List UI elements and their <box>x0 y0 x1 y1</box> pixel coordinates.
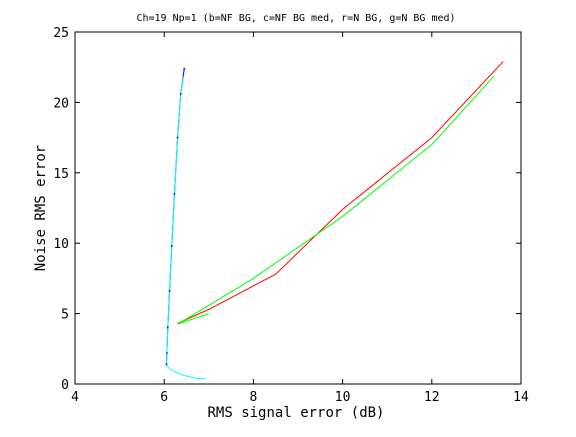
x-tick-label: 8 <box>249 390 257 405</box>
series-1-point <box>170 245 173 247</box>
series-line-2 <box>165 76 207 380</box>
series-line-1 <box>165 68 185 365</box>
series-1-point <box>165 352 168 354</box>
plot-border <box>74 31 522 385</box>
chart-title: Ch=19 Np=1 (b=NF BG, c=NF BG med, r=N BG… <box>136 13 455 24</box>
y-axis-label: Noise RMS error <box>33 145 49 271</box>
series-1-point <box>166 326 169 329</box>
series-1-point <box>173 193 176 195</box>
series-1-point <box>179 93 182 95</box>
y-tick-label: 0 <box>61 378 69 393</box>
x-tick-label: 10 <box>335 390 351 405</box>
series-1-point <box>165 363 168 366</box>
x-tick-label: 4 <box>71 390 79 405</box>
x-tick-label: 14 <box>513 390 529 405</box>
data-series <box>165 61 504 380</box>
y-tick-label: 5 <box>61 308 69 323</box>
y-tick-label: 15 <box>53 167 69 182</box>
series-line-3 <box>177 61 504 324</box>
y-tick-label: 10 <box>53 237 69 252</box>
series-1-point <box>183 67 186 70</box>
y-tick-label: 25 <box>53 26 69 41</box>
x-axis-label: RMS signal error (dB) <box>207 405 384 421</box>
plot-frame <box>74 31 522 385</box>
series-1-point <box>176 136 179 139</box>
series-1-point <box>168 290 171 292</box>
x-tick-label: 6 <box>160 390 168 405</box>
y-tick-label: 20 <box>53 96 69 111</box>
x-tick-label: 12 <box>424 390 440 405</box>
series-line-4 <box>177 75 495 325</box>
axis-ticks: 4 6 8 10 12 14 0 5 10 15 20 25 <box>53 26 529 405</box>
